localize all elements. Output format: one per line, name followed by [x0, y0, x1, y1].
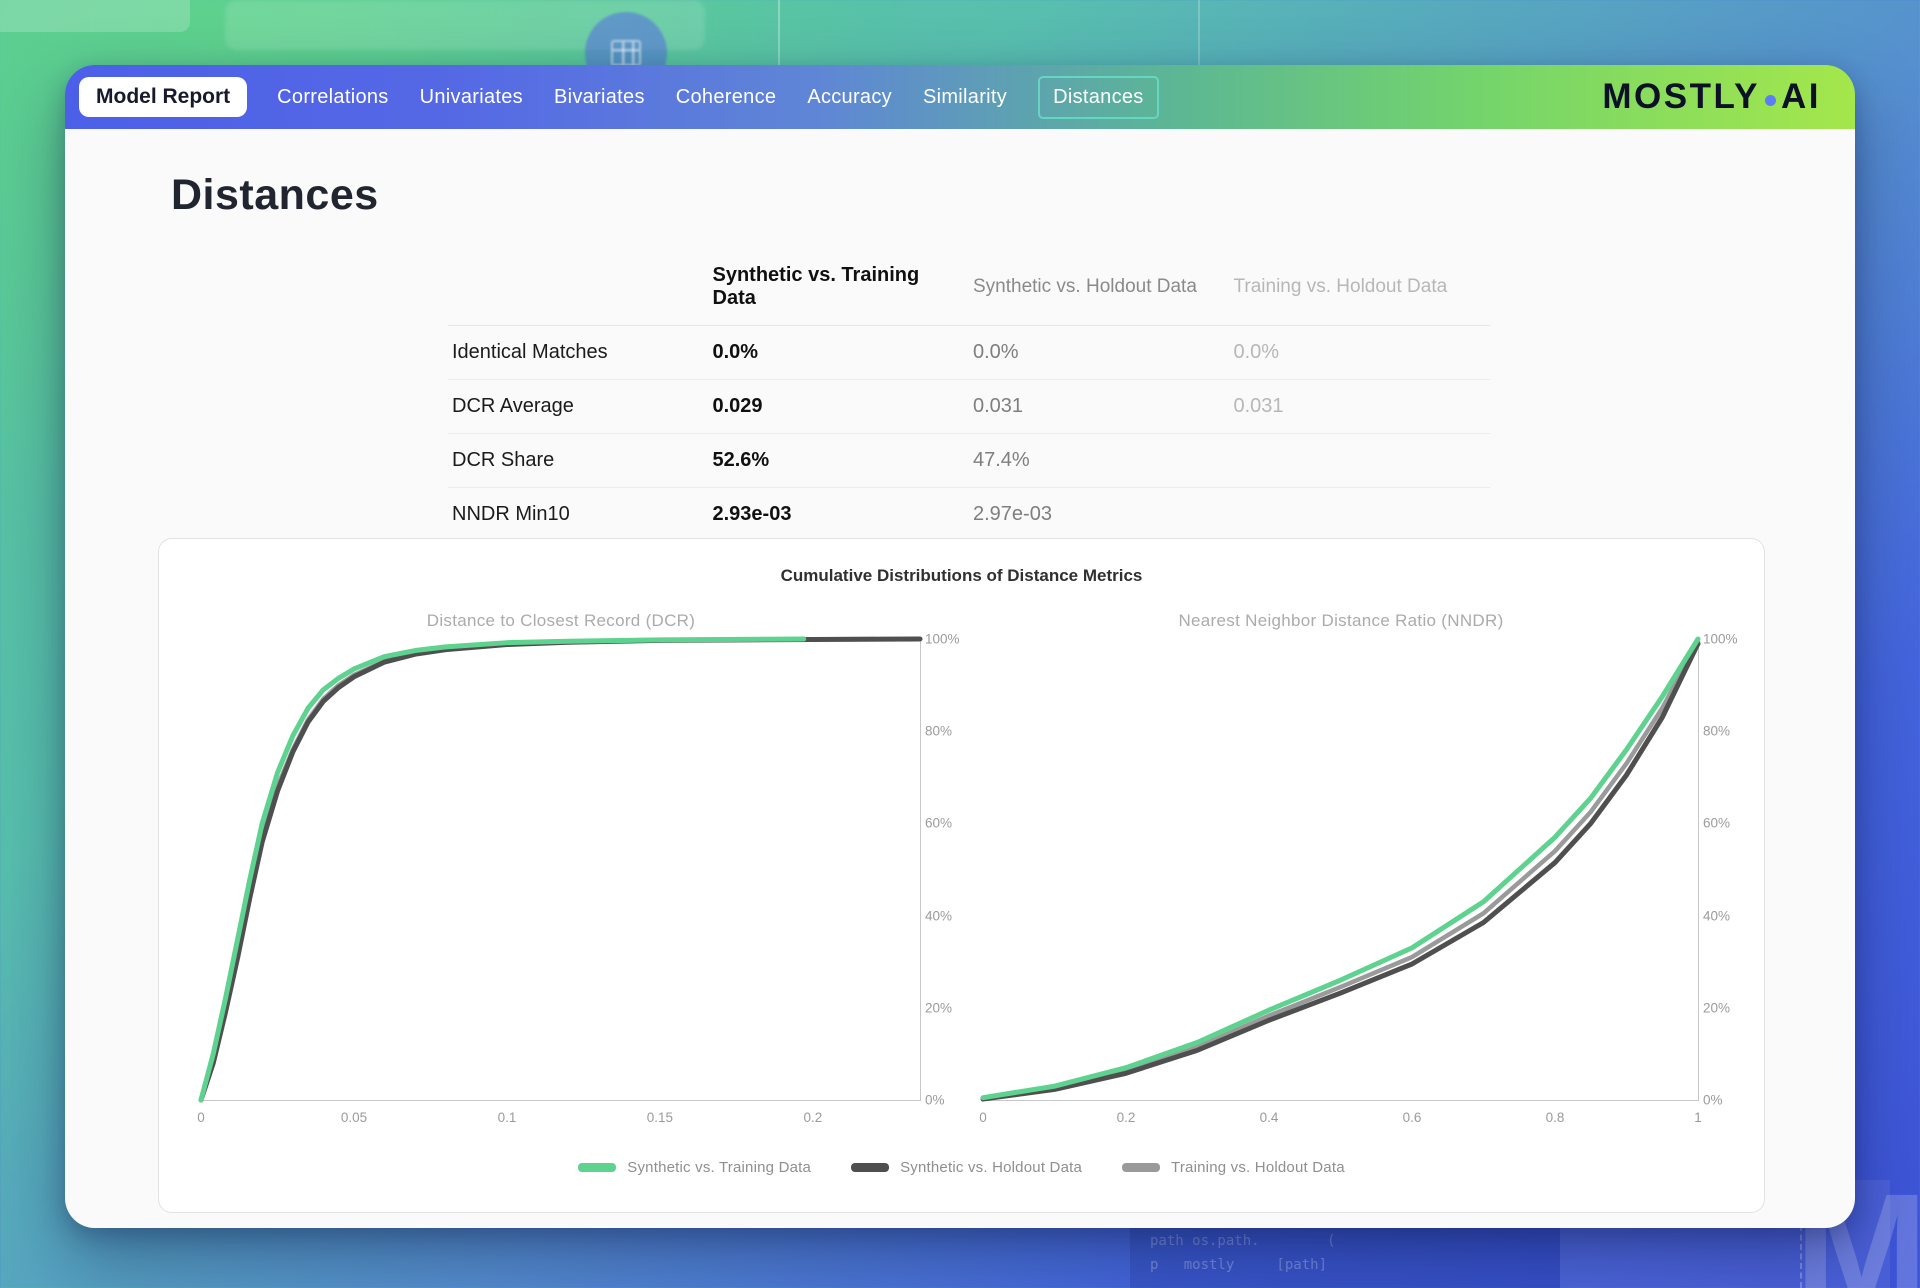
x-tick-label: 0.1	[497, 1110, 517, 1125]
mostly-ai-logo: MOSTLY AI	[1602, 77, 1821, 117]
page-title: Distances	[171, 171, 379, 219]
legend-label: Synthetic vs. Holdout Data	[900, 1159, 1083, 1176]
metric-value: 2.93e-03	[712, 503, 792, 525]
legend-swatch-icon	[578, 1163, 617, 1172]
chart-legend: Synthetic vs. Training Data Synthetic vs.…	[159, 1159, 1764, 1176]
metric-value: 47.4%	[973, 449, 1030, 471]
metric-value: 2.97e-03	[973, 503, 1052, 525]
logo-text-left: MOSTLY	[1602, 77, 1760, 116]
tab-distances[interactable]: Distances	[1038, 75, 1159, 119]
logo-dot-icon	[1765, 94, 1776, 106]
background-divider	[778, 0, 780, 66]
metric-value: 0.031	[1233, 395, 1284, 417]
table-row: NNDR Min10 2.93e-03 2.97e-03	[448, 488, 1490, 542]
metric-value	[1230, 488, 1491, 542]
metric-label: DCR Average	[452, 395, 574, 417]
report-navbar: Model Report Correlations Univariates Biva…	[65, 65, 1855, 129]
report-content: Distances Synthetic vs. Training Data Syn…	[65, 129, 1855, 1228]
x-tick-label: 0.8	[1545, 1110, 1565, 1125]
metric-value	[1230, 434, 1491, 488]
nav-tabs: Correlations Univariates Bivariates Coheren…	[277, 75, 1159, 119]
column-header: Training vs. Holdout Data	[1229, 249, 1490, 326]
tab-univariates[interactable]: Univariates	[419, 85, 523, 108]
nndr-y-axis: 0% 20% 40% 60% 80% 100%	[1698, 632, 1738, 1108]
y-tick-label: 40%	[925, 908, 953, 924]
metric-value: 0.031	[973, 395, 1024, 417]
y-tick-label: 20%	[1703, 1000, 1731, 1016]
metric-value: 0.0%	[712, 341, 759, 363]
tab-accuracy[interactable]: Accuracy	[807, 85, 892, 108]
column-header	[448, 249, 709, 326]
background-toolbar-shape	[0, 0, 190, 32]
legend-label: Training vs. Holdout Data	[1171, 1159, 1345, 1176]
y-tick-label: 0%	[925, 1092, 945, 1108]
report-card: Model Report Correlations Univariates Biva…	[65, 65, 1855, 1228]
y-tick-label: 100%	[1703, 631, 1738, 647]
y-tick-label: 60%	[1703, 815, 1731, 831]
legend-swatch-icon	[1122, 1163, 1161, 1172]
legend-item: Synthetic vs. Training Data	[578, 1159, 811, 1176]
tab-correlations[interactable]: Correlations	[277, 85, 389, 108]
x-tick-label: 0.6	[1402, 1110, 1422, 1125]
metric-value: 0.0%	[1233, 341, 1280, 363]
dcr-chart: 0% 20% 40% 60% 80% 100% 0 0.05 0.1 0.15 0.2	[201, 639, 960, 1125]
y-tick-label: 80%	[925, 723, 953, 739]
legend-item: Training vs. Holdout Data	[1122, 1159, 1345, 1176]
legend-label: Synthetic vs. Training Data	[627, 1159, 812, 1176]
x-tick-label: 0	[979, 1110, 987, 1125]
y-tick-label: 0%	[1703, 1092, 1723, 1108]
legend-swatch-icon	[851, 1163, 890, 1172]
background-window-shape	[225, 0, 705, 50]
x-tick-label: 0.4	[1259, 1110, 1279, 1125]
tab-similarity[interactable]: Similarity	[922, 85, 1008, 108]
dcr-chart-title: Distance to Closest Record (DCR)	[426, 611, 696, 630]
charts-panel-title: Cumulative Distributions of Distance Met…	[780, 566, 1143, 585]
y-tick-label: 60%	[925, 815, 953, 831]
metric-label: NNDR Min10	[452, 503, 570, 525]
x-tick-label: 0.2	[1116, 1110, 1136, 1125]
logo-text-right: AI	[1781, 77, 1821, 116]
y-tick-label: 100%	[925, 631, 960, 647]
metric-label: DCR Share	[452, 449, 555, 471]
column-header: Synthetic vs. Training Data	[708, 249, 969, 326]
table-row: DCR Average 0.029 0.031 0.031	[448, 380, 1490, 434]
x-tick-label: 0.05	[340, 1110, 368, 1125]
table-row: DCR Share 52.6% 47.4%	[448, 434, 1490, 488]
table-grid-icon	[611, 40, 641, 66]
x-tick-label: 0.2	[803, 1110, 823, 1125]
metric-value: 0.029	[712, 395, 763, 417]
tab-bivariates[interactable]: Bivariates	[553, 85, 645, 108]
tab-coherence[interactable]: Coherence	[675, 85, 777, 108]
column-header: Synthetic vs. Holdout Data	[969, 249, 1230, 326]
background-dashed-line	[1800, 1225, 1802, 1288]
charts-panel: Cumulative Distributions of Distance Met…	[158, 538, 1765, 1213]
background-divider	[1198, 0, 1200, 66]
metrics-table-header: Synthetic vs. Training Data Synthetic vs.…	[448, 249, 1490, 326]
metric-value: 0.0%	[973, 341, 1019, 363]
legend-item: Synthetic vs. Holdout Data	[851, 1159, 1082, 1176]
x-tick-label: 0	[197, 1110, 205, 1125]
metrics-table: Synthetic vs. Training Data Synthetic vs.…	[448, 249, 1490, 542]
nndr-chart: 0% 20% 40% 60% 80% 100% 0 0.2 0.4 0.6 0.8 1	[983, 639, 1738, 1125]
model-report-button[interactable]: Model Report	[79, 77, 248, 117]
dcr-y-axis: 0% 20% 40% 60% 80% 100%	[920, 632, 960, 1108]
nndr-chart-title: Nearest Neighbor Distance Ratio (NNDR)	[1178, 611, 1504, 630]
table-row: Identical Matches 0.0% 0.0% 0.0%	[448, 326, 1490, 380]
y-tick-label: 40%	[1703, 908, 1731, 924]
metric-label: Identical Matches	[452, 341, 608, 363]
x-tick-label: 1	[1694, 1110, 1702, 1125]
y-tick-label: 20%	[925, 1000, 953, 1016]
metric-value: 52.6%	[712, 449, 770, 471]
y-tick-label: 80%	[1703, 723, 1731, 739]
x-tick-label: 0.15	[646, 1110, 674, 1125]
